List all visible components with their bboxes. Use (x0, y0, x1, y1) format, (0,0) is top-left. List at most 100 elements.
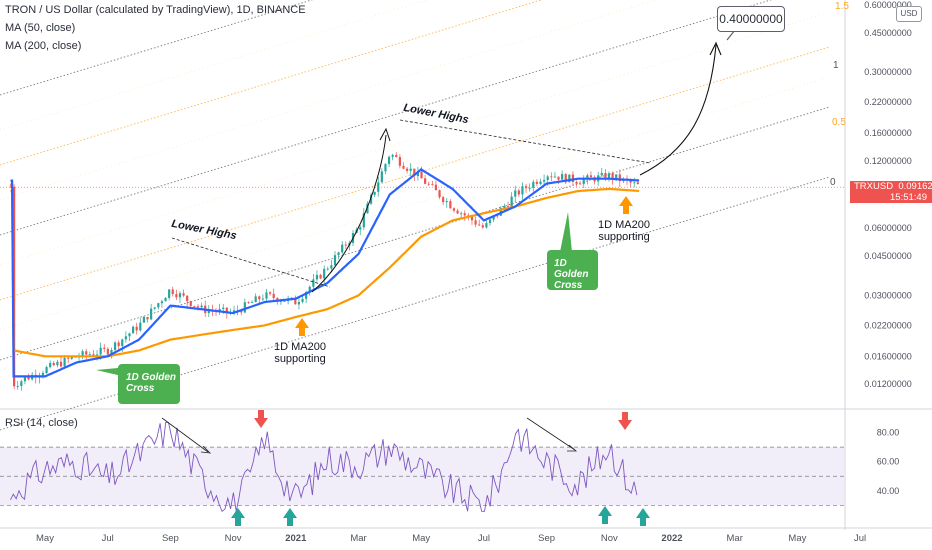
candle-body (178, 293, 182, 298)
candle-body (524, 186, 528, 189)
time-tick-label: 2021 (285, 533, 307, 544)
candle-body (380, 171, 383, 183)
candle-body (150, 308, 153, 320)
ma50-line (10, 168, 640, 378)
candle-body (171, 289, 174, 295)
candle-body (405, 168, 409, 171)
candle-body (398, 157, 401, 166)
candle-body (305, 292, 308, 299)
fib-sub-line (0, 76, 831, 331)
candle-body (510, 196, 513, 207)
candle-body (373, 191, 376, 195)
candle-body (420, 171, 423, 179)
candle-body (222, 307, 225, 309)
candle-body (550, 176, 553, 178)
candle-body (20, 381, 23, 386)
candle-body (557, 176, 560, 180)
candle-body (456, 210, 459, 214)
fib-sub-line (0, 11, 831, 266)
candle-body (232, 310, 236, 313)
rsi-tick-label: 40.00 (877, 486, 900, 496)
lower-highs-line-2 (399, 119, 651, 164)
time-tick-label: Sep (538, 533, 555, 544)
candle-body (416, 171, 420, 177)
candle-body (319, 274, 322, 279)
candle-body (272, 293, 275, 299)
channel-line-1 (0, 0, 773, 236)
candle-body (175, 294, 178, 298)
ma200-legend[interactable]: MA (200, close) (5, 40, 82, 52)
candle-body (535, 181, 538, 184)
candle-body (359, 227, 362, 230)
candle-body (146, 316, 149, 320)
candle-body (474, 220, 477, 225)
fib-sub-line (0, 0, 657, 201)
candle-body (395, 154, 398, 158)
candle-body (575, 181, 578, 184)
fib-level-0-5: 0.5 (832, 117, 846, 128)
candle-body (470, 215, 474, 221)
fib-level-1-5: 1.5 (835, 1, 849, 12)
ma50-legend[interactable]: MA (50, close) (5, 22, 76, 34)
time-tick-label: Mar (727, 533, 743, 544)
fib-line-0-5 (0, 46, 831, 301)
candle-body (629, 180, 632, 183)
candle-body (59, 361, 63, 367)
candle-body (571, 174, 575, 182)
rsi-divergence-line-1 (161, 417, 209, 453)
candle-body (301, 298, 304, 302)
candle-body (546, 176, 549, 181)
candle-body (268, 292, 272, 294)
candle-body (362, 213, 365, 228)
symbol-label: TRXUSD 0.09162562 (854, 181, 932, 192)
candle-body (463, 213, 466, 216)
main-pane (0, 0, 845, 408)
candle-body (9, 186, 12, 188)
candle-body (139, 322, 142, 331)
candle-body (168, 289, 171, 298)
rsi-legend[interactable]: RSI (14, close) (5, 417, 78, 429)
candle-body (157, 303, 160, 308)
candle-body (41, 372, 45, 376)
candle-body (618, 174, 621, 182)
candle-body (240, 310, 243, 313)
candle-body (539, 181, 542, 184)
rsi-line (10, 421, 638, 513)
candle-body (142, 316, 146, 323)
projection-arrowhead-1 (379, 127, 391, 142)
target-price-callout: 0.40000000 (717, 6, 785, 32)
candle-body (254, 296, 257, 303)
candle-body (481, 225, 484, 228)
candle-body (496, 215, 499, 217)
candle-body (600, 172, 603, 176)
candle-body (330, 265, 333, 269)
candle-body (121, 339, 124, 347)
candle-body (615, 174, 618, 180)
ma200-support-arrow-2 (619, 196, 633, 214)
ma200-support-arrow-1 (295, 318, 309, 336)
rsi-tick-label: 60.00 (877, 457, 900, 467)
currency-badge[interactable]: USD (896, 6, 922, 22)
price-tick-label: 0.02200000 (864, 320, 912, 330)
candle-body (532, 181, 535, 188)
ma200-note-1: 1D MA200 supporting (274, 341, 326, 365)
golden-cross-pointer-1 (96, 368, 122, 376)
rsi-divergence-arrow-1 (200, 445, 212, 454)
candle-body (586, 175, 589, 180)
candle-body (579, 183, 582, 185)
candle-body (445, 201, 448, 203)
candle-body (88, 354, 91, 356)
candle-body (70, 356, 73, 359)
projection-curve-2 (639, 44, 717, 176)
candle-body (344, 244, 347, 246)
candle-body (27, 377, 30, 380)
candle-body (427, 183, 430, 185)
time-tick-label: 2022 (661, 533, 682, 544)
channel-line-top2 (0, 0, 314, 96)
candle-body (391, 154, 394, 157)
candle-body (189, 301, 192, 306)
candle-body (341, 244, 344, 253)
price-tick-label: 0.04500000 (864, 251, 912, 261)
candle-body (135, 326, 138, 331)
